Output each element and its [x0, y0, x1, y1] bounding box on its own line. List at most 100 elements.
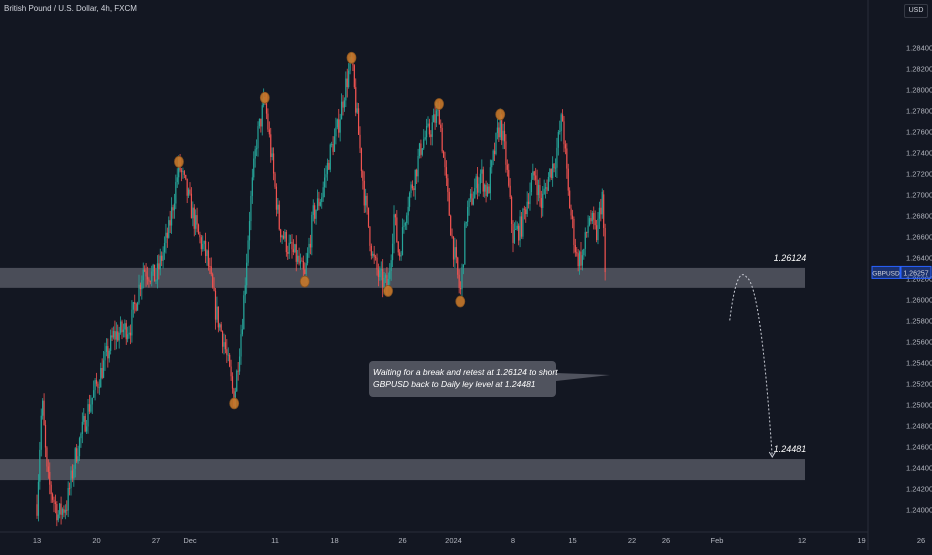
candle-body: [121, 321, 123, 333]
y-tick-label: 1.27400: [906, 148, 932, 157]
candle: [272, 147, 275, 181]
currency-button[interactable]: USD: [904, 4, 928, 18]
candle-body: [305, 263, 307, 274]
x-tick-label: 15: [568, 536, 576, 545]
candle: [246, 253, 248, 294]
candle-body: [431, 122, 433, 137]
candle: [420, 139, 422, 159]
candle-body: [411, 184, 414, 189]
candle: [287, 245, 289, 260]
candle-body: [540, 198, 542, 208]
candle-body: [321, 197, 323, 203]
candle: [50, 481, 52, 503]
candle-body: [367, 207, 370, 227]
candle-body: [489, 167, 491, 194]
pivot-marker: [174, 155, 184, 168]
candle-body: [576, 252, 578, 254]
y-tick-label: 1.27200: [906, 169, 932, 178]
candle: [111, 327, 113, 341]
candle: [110, 329, 112, 355]
candle-body: [163, 243, 166, 253]
candle: [590, 210, 592, 225]
candle: [36, 494, 38, 519]
candle: [475, 173, 477, 195]
candle-body: [246, 262, 248, 286]
x-tick-label: 8: [511, 536, 515, 545]
candle-body: [230, 366, 232, 377]
candle-body: [44, 425, 47, 448]
candle-body: [168, 220, 170, 238]
candle: [537, 179, 540, 202]
candle: [197, 223, 200, 235]
candle: [93, 380, 95, 398]
candle: [236, 369, 238, 392]
candle: [280, 228, 282, 243]
candle: [240, 324, 242, 365]
candle: [408, 191, 411, 212]
candle: [270, 127, 272, 163]
candle: [482, 166, 484, 197]
candle-body: [543, 188, 545, 194]
candle-body: [484, 184, 486, 192]
candle: [115, 322, 117, 350]
annotation-box: [369, 361, 556, 397]
candle-body: [498, 127, 500, 138]
candle: [64, 504, 66, 520]
candle-body: [421, 148, 423, 155]
candle: [71, 464, 74, 483]
candle-body: [566, 148, 568, 169]
candle-body: [536, 179, 538, 196]
candle-body: [414, 169, 416, 190]
candle: [43, 393, 45, 426]
candle-body: [155, 280, 157, 282]
candle: [127, 326, 129, 343]
candle: [97, 381, 99, 394]
y-tick-label: 1.24000: [906, 505, 932, 514]
x-tick-label: 18: [330, 536, 338, 545]
candle-body: [151, 271, 153, 282]
candle-body: [117, 331, 119, 341]
candle-body: [471, 193, 473, 205]
candle-body: [522, 208, 524, 237]
candle: [261, 98, 263, 136]
candle: [78, 436, 81, 462]
candle-body: [399, 252, 401, 257]
candle-body: [281, 235, 283, 238]
candle: [379, 266, 381, 281]
candle-body: [526, 201, 528, 215]
candle-body: [588, 218, 591, 226]
candle: [486, 182, 489, 198]
candle-body: [316, 198, 319, 210]
candle: [308, 237, 310, 258]
candle-body: [159, 255, 161, 270]
candle: [244, 277, 246, 304]
candle: [376, 253, 378, 276]
candle-body: [64, 509, 66, 513]
candle-body: [512, 223, 514, 243]
candle: [107, 338, 109, 368]
candle-body: [391, 243, 394, 261]
symbol-tag: [871, 265, 901, 279]
candle-body: [145, 271, 147, 277]
candle: [159, 248, 161, 276]
candle-body: [236, 370, 238, 392]
candle: [153, 264, 156, 282]
candle-body: [336, 119, 338, 128]
candle-body: [435, 110, 438, 123]
candle: [202, 235, 204, 252]
candle: [139, 282, 142, 297]
candle: [338, 108, 340, 138]
y-tick-label: 1.28000: [906, 85, 932, 94]
candle: [131, 300, 133, 343]
candle: [200, 234, 202, 256]
candle: [491, 159, 493, 174]
candle-body: [200, 237, 202, 250]
candle-body: [274, 173, 276, 187]
candle: [399, 249, 401, 261]
candle-body: [413, 188, 415, 190]
candle-body: [508, 169, 510, 186]
candle-body: [51, 494, 54, 500]
candle-body: [530, 179, 533, 193]
candle-body: [292, 249, 295, 253]
